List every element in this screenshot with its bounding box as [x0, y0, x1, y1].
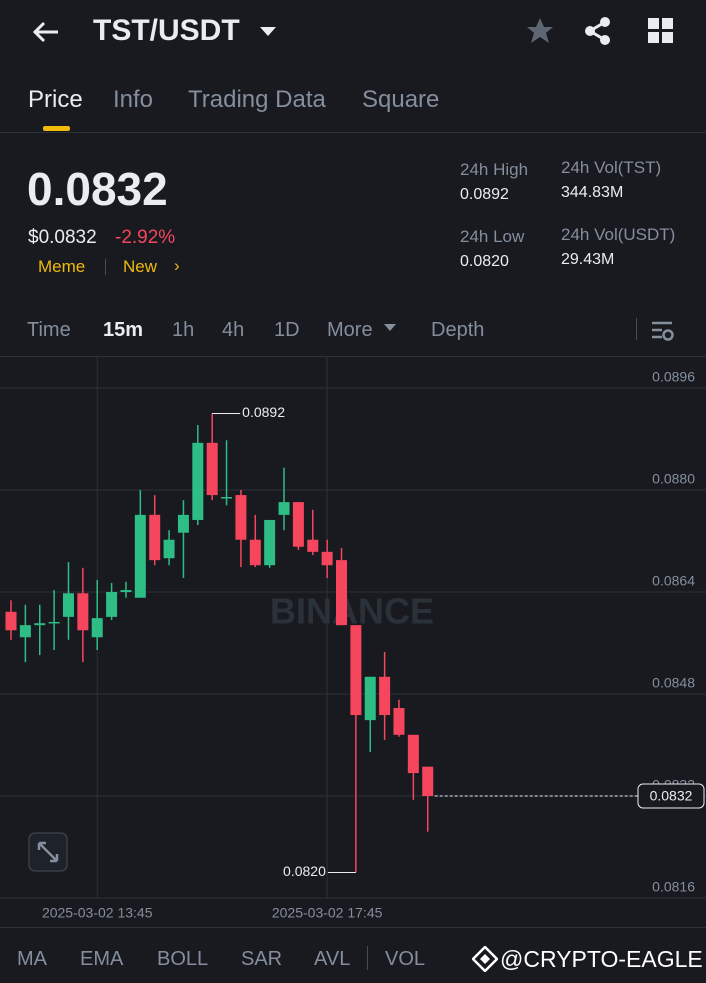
stat-label: 24h Vol(TST): [561, 158, 662, 177]
indicator[interactable]: SAR: [241, 948, 283, 970]
stat-label: 24h Vol(USDT): [561, 225, 676, 244]
interval[interactable]: 4h: [222, 319, 245, 341]
indicator[interactable]: AVL: [314, 948, 351, 970]
x-tick-label: 2025-03-02 17:45: [272, 905, 383, 921]
interval[interactable]: 1D: [274, 319, 300, 341]
interval[interactable]: Time: [27, 319, 71, 341]
tab[interactable]: Price: [28, 86, 83, 113]
tab[interactable]: Square: [362, 86, 440, 113]
tag[interactable]: Meme: [38, 257, 86, 276]
indicator[interactable]: MA: [17, 948, 47, 970]
chart-watermark: BINANCE: [270, 591, 434, 632]
separator: [636, 318, 637, 340]
stat-label: 24h Low: [460, 227, 525, 246]
candle-body: [307, 539, 319, 552]
grid-icon[interactable]: [648, 18, 674, 44]
candle-body: [249, 539, 261, 566]
candle-body: [206, 442, 218, 496]
pair[interactable]: TST/USDT: [93, 14, 240, 47]
candle-body: [393, 708, 405, 735]
x-tick-label: 2025-03-02 13:45: [42, 905, 153, 921]
candle-body: [221, 497, 233, 499]
tab-indicator: [43, 126, 70, 131]
interval[interactable]: 15m: [103, 319, 144, 341]
expand-icon[interactable]: [28, 832, 68, 872]
candle-body: [278, 502, 290, 515]
candle-body: [77, 593, 89, 631]
tab[interactable]: Trading Data: [188, 86, 326, 113]
dropdown-icon[interactable]: [259, 26, 277, 38]
candle-body: [149, 514, 161, 561]
divider: [0, 356, 706, 357]
last-price-label: 0.0832: [650, 788, 693, 804]
candlestick-chart: BINANCE 0.0896 0.0880 0.0864 0.0848 0.0832 0.…: [0, 357, 706, 921]
separator: [367, 946, 368, 970]
interval[interactable]: More: [327, 319, 373, 341]
last-price: 0.0832: [27, 163, 168, 215]
chevron: ›: [174, 256, 180, 275]
candle-body: [422, 766, 434, 796]
candle-body: [19, 625, 31, 638]
star-icon[interactable]: [525, 16, 555, 46]
y-tick-label: 0.0896: [652, 369, 695, 385]
candle-body: [5, 611, 17, 631]
user-watermark: @CRYPTO-EAGLE: [500, 946, 703, 972]
divider: [0, 927, 706, 928]
candle-body: [34, 623, 46, 626]
candle-body: [48, 621, 60, 624]
y-tick-label: 0.0848: [652, 675, 695, 691]
candle-body: [62, 593, 74, 617]
candle-body: [106, 592, 118, 617]
interval[interactable]: 1h: [172, 319, 195, 341]
y-tick-label: 0.0864: [652, 573, 695, 589]
y-tick-label: 0.0880: [652, 471, 695, 487]
stat-label: 24h High: [460, 160, 529, 179]
more-arrow: [384, 324, 396, 331]
candle-body: [321, 551, 333, 566]
candle-body: [379, 676, 391, 716]
candle-body: [91, 618, 103, 638]
stat-value: 0.0892: [460, 186, 509, 203]
candle-body: [292, 502, 304, 547]
indicator[interactable]: BOLL: [157, 948, 209, 970]
interval[interactable]: Depth: [431, 319, 485, 341]
user-logo: [472, 946, 498, 972]
indicator[interactable]: EMA: [80, 948, 124, 970]
stat-value: 29.43M: [561, 251, 615, 268]
candle-body: [264, 519, 276, 566]
candle-body: [407, 734, 419, 774]
separator: [105, 259, 106, 275]
settings-icon[interactable]: [650, 320, 676, 342]
candle-body: [192, 442, 204, 520]
candle-body: [235, 495, 247, 540]
stat-value: 0.0820: [460, 253, 509, 270]
divider: [0, 132, 706, 133]
change: -2.92%: [115, 227, 176, 248]
tag[interactable]: New: [123, 257, 158, 276]
low-label: 0.0820: [283, 863, 326, 879]
candle-body: [336, 560, 348, 626]
share-icon[interactable]: [583, 16, 613, 46]
candle-body: [120, 590, 132, 592]
y-tick-label: 0.0816: [652, 879, 695, 895]
high-label: 0.0892: [242, 404, 285, 420]
candle-body: [350, 625, 362, 716]
candle-body: [134, 514, 146, 598]
stat-value: 344.83M: [561, 184, 624, 201]
candle-body: [177, 514, 189, 533]
tab[interactable]: Info: [113, 86, 154, 113]
last-price-box: [637, 783, 705, 809]
usd-price: $0.0832: [28, 227, 97, 248]
candle-body: [163, 539, 175, 559]
indicator[interactable]: VOL: [385, 948, 426, 970]
candle-body: [364, 676, 376, 721]
back-icon[interactable]: [30, 18, 62, 46]
